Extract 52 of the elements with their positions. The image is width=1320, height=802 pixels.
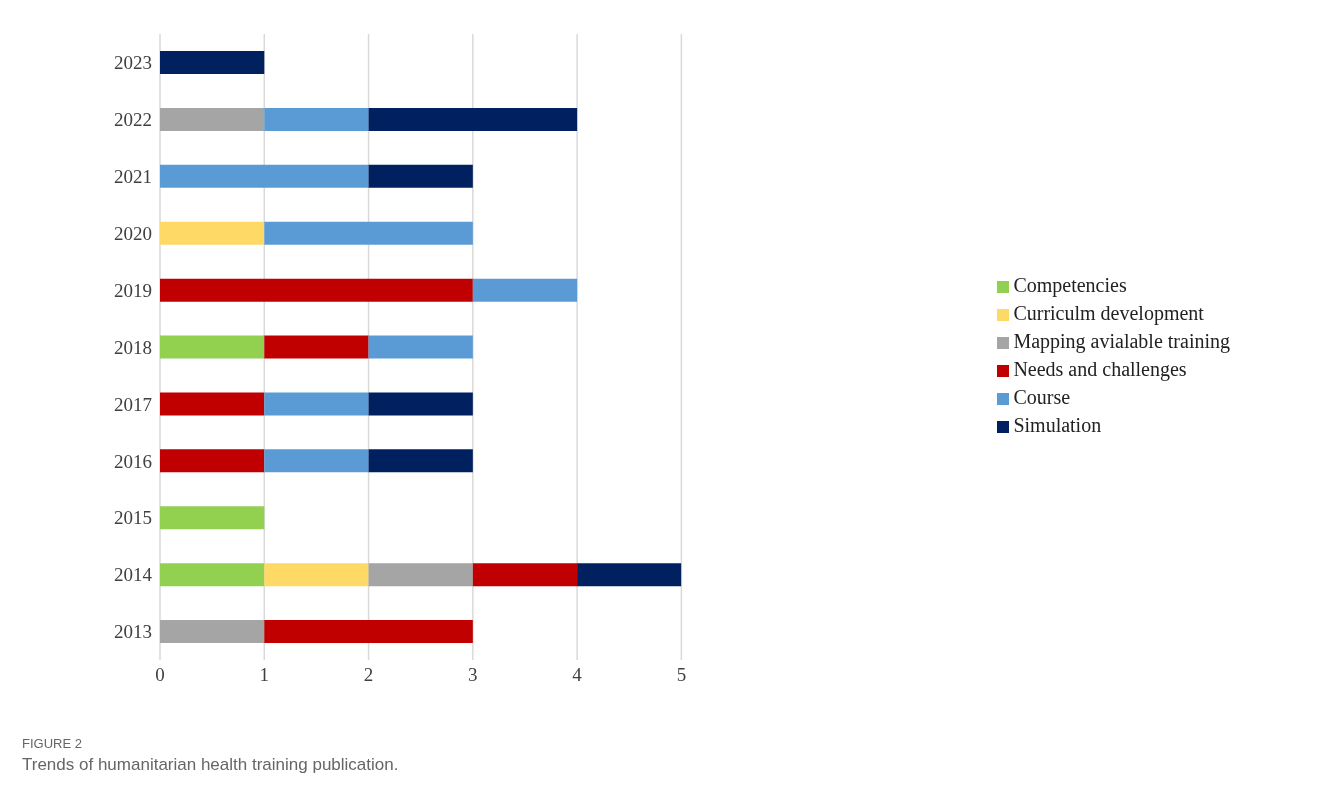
y-tick-label: 2013 xyxy=(114,621,152,643)
bar xyxy=(472,563,578,587)
bar xyxy=(264,563,369,587)
x-tick-label: 3 xyxy=(468,664,478,686)
legend-label: Competencies xyxy=(1013,274,1127,296)
caption: FIGURE 2 xyxy=(22,736,83,751)
bar xyxy=(160,392,265,416)
bar xyxy=(264,392,369,416)
bar xyxy=(264,335,369,359)
x-tick-label: 5 xyxy=(676,664,687,686)
bar xyxy=(264,449,369,473)
x-tick-label: 2 xyxy=(363,664,374,686)
bar xyxy=(368,563,473,587)
x-tick-label: 0 xyxy=(155,664,165,686)
y-tick-label: 2015 xyxy=(114,507,152,529)
bar xyxy=(160,620,265,644)
bar xyxy=(368,164,473,188)
bar xyxy=(160,506,265,530)
y-tick-label: 2022 xyxy=(114,109,152,131)
y-tick-label: 2023 xyxy=(114,52,152,74)
bar xyxy=(368,107,578,131)
bar xyxy=(264,107,369,131)
y-tick-label: 2016 xyxy=(114,450,152,472)
bar xyxy=(160,278,473,302)
bar xyxy=(160,335,265,359)
bar xyxy=(368,449,473,473)
bar xyxy=(368,335,473,359)
bar xyxy=(577,563,682,587)
bar xyxy=(160,563,265,587)
bar xyxy=(160,221,265,245)
bar xyxy=(472,278,578,302)
x-tick-label: 4 xyxy=(572,664,583,686)
x-tick-label: 1 xyxy=(259,664,270,686)
y-tick-label: 2019 xyxy=(114,279,152,301)
bar xyxy=(160,107,265,131)
bar xyxy=(264,620,473,644)
legend-label: Simulation xyxy=(1013,414,1102,436)
legend-label: Curriculm development xyxy=(1013,302,1204,324)
text: Trends of humanitarian health training publication. xyxy=(22,755,399,775)
y-tick-label: 2020 xyxy=(114,222,152,244)
y-tick-label: 2018 xyxy=(114,336,152,358)
bar xyxy=(264,221,473,245)
bar xyxy=(160,51,265,74)
y-tick-label: 2014 xyxy=(114,564,153,586)
bar xyxy=(160,164,369,188)
y-tick-label: 2017 xyxy=(114,393,152,415)
bar xyxy=(368,392,473,416)
bar xyxy=(160,449,265,473)
legend-label: Course xyxy=(1013,386,1071,408)
legend-label: Needs and challenges xyxy=(1013,358,1187,380)
y-tick-label: 2021 xyxy=(114,166,152,188)
legend-label: Mapping avialable training xyxy=(1013,330,1230,352)
